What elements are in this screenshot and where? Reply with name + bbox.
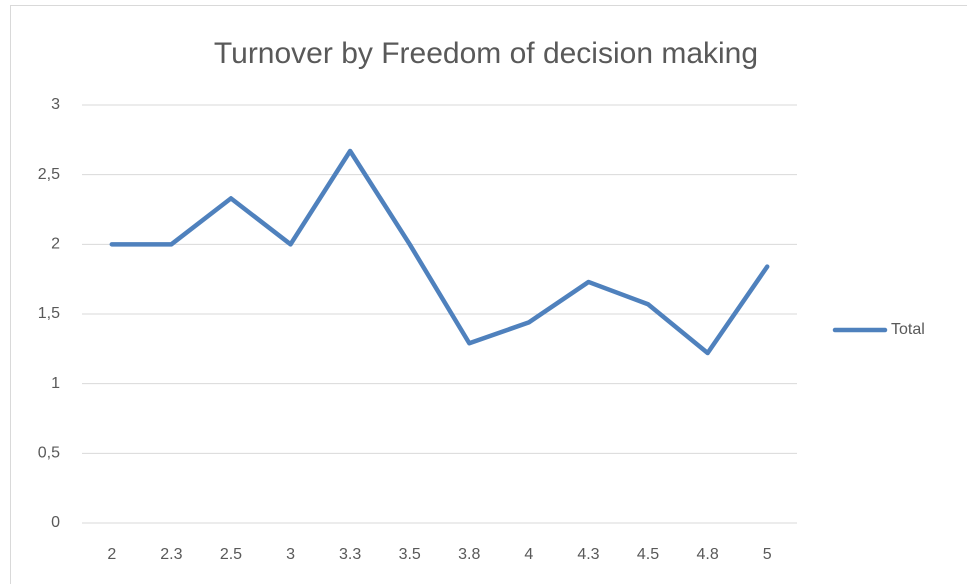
x-tick-label: 2 xyxy=(107,546,116,563)
y-tick-label: 0 xyxy=(51,514,60,531)
x-tick-label: 4 xyxy=(524,546,533,563)
x-tick-label: 3.8 xyxy=(458,546,480,563)
y-tick-label: 0,5 xyxy=(38,445,60,462)
y-tick-label: 2,5 xyxy=(38,166,60,183)
x-tick-label: 3.3 xyxy=(339,546,361,563)
chart-title: Turnover by Freedom of decision making xyxy=(214,37,758,70)
x-tick-label: 4.8 xyxy=(697,546,719,563)
y-tick-label: 1,5 xyxy=(38,305,60,322)
x-tick-label: 3.5 xyxy=(399,546,421,563)
legend-label: Total xyxy=(891,321,925,338)
chart-border xyxy=(10,5,967,584)
x-tick-label: 3 xyxy=(286,546,295,563)
line-series xyxy=(109,148,770,356)
x-tick-label: 2.5 xyxy=(220,546,242,563)
y-tick-label: 2 xyxy=(51,236,60,253)
x-tick-label: 4.5 xyxy=(637,546,659,563)
x-tick-label: 2.3 xyxy=(160,546,182,563)
x-tick-label: 4.3 xyxy=(577,546,599,563)
y-tick-label: 3 xyxy=(51,96,60,113)
y-tick-label: 1 xyxy=(51,375,60,392)
x-tick-label: 5 xyxy=(763,546,772,563)
